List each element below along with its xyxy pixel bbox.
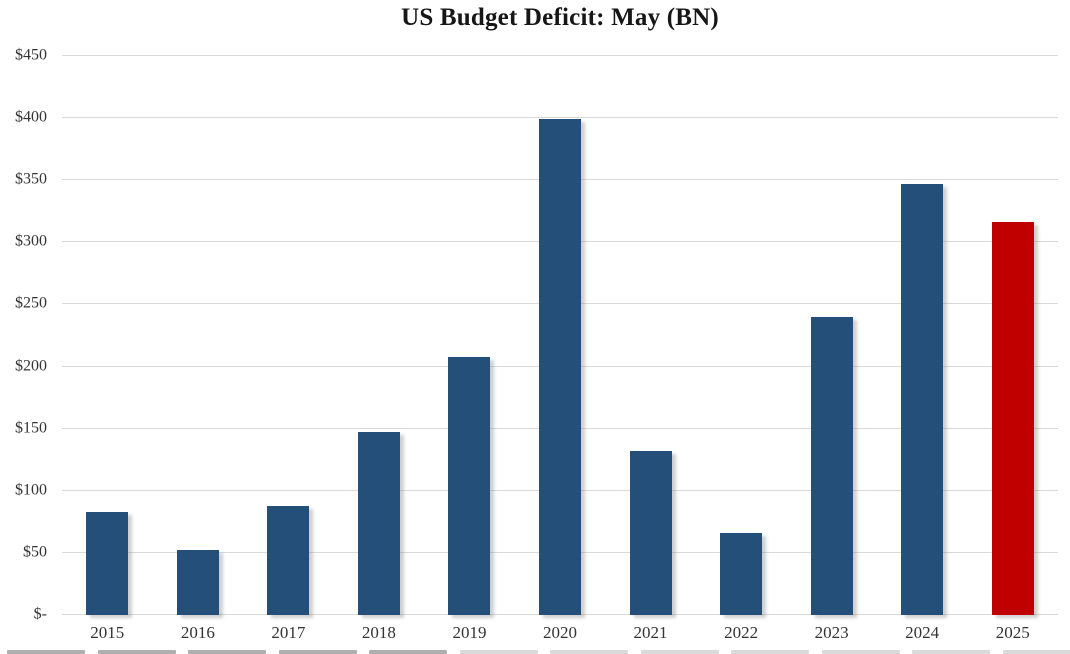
bar-2025	[991, 222, 1034, 615]
y-axis-tick-label: $200	[15, 357, 47, 375]
chart-title: US Budget Deficit: May (BN)	[401, 4, 719, 31]
x-axis-label-2019: 2019	[452, 623, 487, 642]
x-axis-label-2015: 2015	[90, 623, 125, 642]
cutoff-text-artifact	[640, 650, 719, 654]
x-axis-label-2024: 2024	[905, 623, 940, 642]
y-axis-tick-label: $150	[15, 419, 47, 437]
x-axis-label-2022: 2022	[724, 623, 759, 642]
bar-2015	[86, 511, 129, 615]
x-axis-label-2023: 2023	[814, 623, 849, 642]
y-axis-tick-label: $400	[15, 108, 47, 126]
bar-2019	[448, 356, 491, 615]
gridline-400	[62, 117, 1058, 119]
cutoff-text-artifact	[7, 650, 85, 654]
x-axis-label-2018: 2018	[361, 623, 396, 642]
bar-2022	[720, 533, 763, 615]
cutoff-text-artifact	[821, 650, 900, 654]
y-axis-tick-label: $350	[15, 170, 47, 188]
bar-2017	[267, 505, 310, 615]
y-axis-tick-label: $250	[15, 295, 47, 313]
cutoff-text-artifact	[369, 650, 448, 654]
y-axis-tick-label: $100	[15, 481, 47, 499]
cutoff-text-artifact	[550, 650, 629, 654]
y-axis-tick-label: $50	[23, 543, 47, 561]
bar-2021	[629, 451, 672, 615]
gridline-450	[62, 55, 1058, 56]
cutoff-text-artifact	[731, 650, 810, 654]
bar-2018	[357, 432, 400, 615]
x-axis-label-2017: 2017	[271, 623, 306, 642]
bar-2024	[901, 183, 944, 615]
bar-2020	[539, 119, 581, 615]
y-axis-tick-label: $-	[33, 605, 47, 623]
cutoff-text-artifact	[97, 650, 176, 654]
cutoff-text-artifact	[912, 650, 991, 654]
bar-2016	[176, 550, 219, 615]
x-axis-label-2021: 2021	[633, 623, 668, 642]
cutoff-text-artifact	[1003, 650, 1070, 654]
y-axis-tick-label: $300	[15, 232, 47, 250]
x-axis-label-2025: 2025	[995, 623, 1030, 642]
bar-2023	[810, 316, 853, 615]
plot-area	[62, 55, 1058, 615]
cutoff-text-artifact	[459, 650, 538, 654]
y-axis-tick-label: $450	[15, 46, 47, 64]
cutoff-text-artifact	[278, 650, 357, 654]
cutoff-text-artifact	[188, 650, 267, 654]
x-axis-label-2016: 2016	[180, 623, 215, 642]
x-axis-label-2020: 2020	[543, 623, 577, 642]
